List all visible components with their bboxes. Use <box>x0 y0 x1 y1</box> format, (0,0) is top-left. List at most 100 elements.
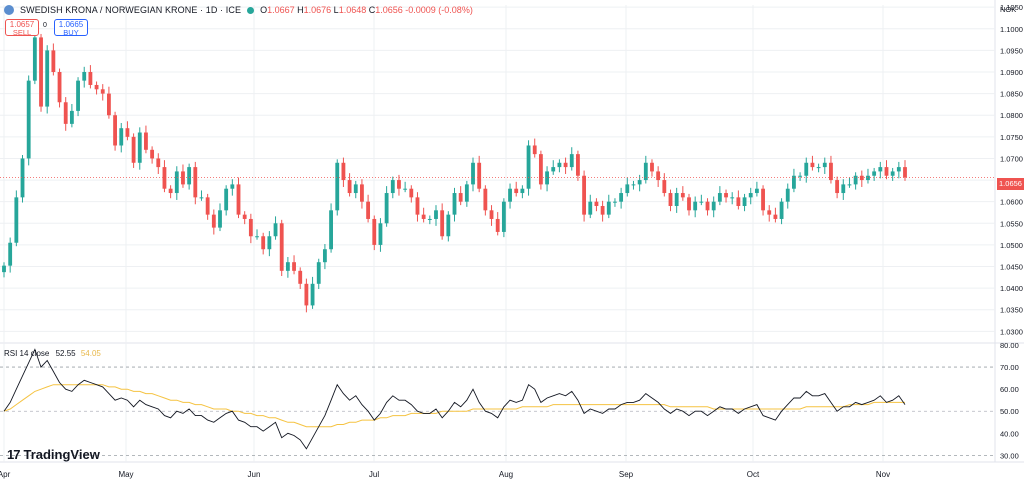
candle-body <box>816 167 821 169</box>
candle-body <box>316 262 321 284</box>
candle-body <box>279 223 284 271</box>
price-tick-label: 1.0750 <box>1000 133 1023 142</box>
logo-text: TradingView <box>23 447 100 462</box>
candle-body <box>878 167 883 172</box>
candle-body <box>761 188 765 211</box>
time-tick-label: Aug <box>499 470 513 479</box>
candle-body <box>76 80 80 111</box>
candle-body <box>427 218 432 220</box>
ohlc-readout: O1.0667 H1.0676 L1.0648 C1.0656 -0.0009 … <box>260 5 473 15</box>
candle-body <box>205 197 210 215</box>
candle-body <box>69 110 74 124</box>
buy-button[interactable]: 1.0665 BUY <box>54 19 88 37</box>
candle-body <box>668 193 673 206</box>
candle-body <box>156 158 161 168</box>
candle-body <box>773 214 778 219</box>
buy-price: 1.0665 <box>58 20 84 29</box>
candle-body <box>162 167 167 189</box>
currency-label[interactable]: NOK <box>1000 5 1017 14</box>
candle-body <box>495 218 500 232</box>
candle-body <box>489 210 494 219</box>
candle-body <box>859 175 864 181</box>
candle-body <box>409 188 414 198</box>
candle-body <box>582 175 587 215</box>
candle-body <box>588 201 593 215</box>
candle-body <box>261 236 266 250</box>
candle-body <box>557 162 562 168</box>
price-tick-label: 1.0850 <box>1000 90 1023 99</box>
rsi-band <box>0 367 995 455</box>
candle-body <box>32 37 37 81</box>
buy-label: BUY <box>63 28 79 37</box>
candle-body <box>711 201 716 211</box>
candle-body <box>792 175 796 189</box>
rsi-label[interactable]: RSI 14 close <box>4 349 50 358</box>
candle-body <box>748 193 753 198</box>
rsi-tick-label: 40.00 <box>1000 429 1019 438</box>
candle-body <box>730 197 735 199</box>
price-tick-label: 1.0300 <box>1000 327 1023 336</box>
sell-label: SELL <box>12 28 32 37</box>
candle-body <box>804 162 809 176</box>
candle-body <box>292 262 296 271</box>
rsi-line <box>3 348 906 450</box>
time-tick-label: Apr <box>0 470 11 479</box>
candle-body <box>113 115 117 146</box>
tradingview-logo[interactable]: 17 TradingView <box>7 447 100 462</box>
candle-body <box>520 188 525 194</box>
candle-body <box>415 197 420 215</box>
candle-body <box>353 184 358 194</box>
candle-body <box>569 154 574 168</box>
price-tick-label: 1.0350 <box>1000 306 1023 315</box>
last-price-tag: 1.0656 <box>997 178 1024 190</box>
candle-body <box>674 193 679 206</box>
candle-body <box>841 184 846 194</box>
candle-body <box>631 184 636 186</box>
rsi-ma-line <box>3 384 905 428</box>
candle-body <box>131 136 136 163</box>
candle-body <box>532 145 537 155</box>
price-tick-label: 1.0450 <box>1000 263 1023 272</box>
candle-body <box>625 184 630 194</box>
candle-body <box>255 236 259 238</box>
candle-body <box>51 50 56 72</box>
price-tick-label: 1.0900 <box>1000 68 1023 77</box>
candle-body <box>94 84 99 90</box>
symbol-title[interactable]: SWEDISH KRONA / NORWEGIAN KRONE · 1D · I… <box>20 5 242 15</box>
candle-body <box>643 162 648 181</box>
candle-body <box>637 180 642 185</box>
candle-body <box>366 201 371 219</box>
rsi-tick-label: 80.00 <box>1000 341 1019 350</box>
candle-body <box>384 193 389 224</box>
candle-body <box>144 132 148 150</box>
candle-body <box>218 210 222 228</box>
candle-body <box>483 188 488 211</box>
candle-body <box>329 210 333 250</box>
symbol-header: SWEDISH KRONA / NORWEGIAN KRONE · 1D · I… <box>4 3 473 17</box>
candle-body <box>378 223 383 245</box>
candle-body <box>211 214 216 228</box>
rsi-tick-label: 30.00 <box>1000 451 1019 460</box>
currency-flag-icon <box>4 5 14 15</box>
candle-body <box>767 210 772 215</box>
tradingview-logo-icon: 17 <box>7 447 21 462</box>
candle-body <box>452 193 457 215</box>
sell-button[interactable]: 1.0657 SELL <box>5 19 39 37</box>
price-tick-label: 1.0400 <box>1000 284 1023 293</box>
candle-body <box>390 180 395 194</box>
candle-body <box>39 37 43 107</box>
candle-body <box>168 188 173 194</box>
candle-body <box>100 89 105 94</box>
candle-body <box>20 158 25 198</box>
candle-body <box>310 283 315 306</box>
candle-body <box>372 218 377 245</box>
candle-body <box>285 262 290 271</box>
rsi-tick-label: 70.00 <box>1000 363 1019 372</box>
candle-body <box>347 180 352 194</box>
candle-body <box>88 72 93 85</box>
time-tick-label: Nov <box>876 470 890 479</box>
candle-body <box>82 72 87 81</box>
candle-body <box>779 201 784 219</box>
candle-body <box>119 128 124 146</box>
